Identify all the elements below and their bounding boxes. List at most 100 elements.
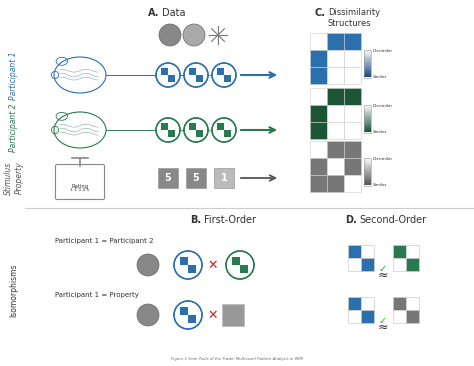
Bar [406,245,419,258]
Bar [364,176,371,177]
Bar [364,74,371,75]
Bar [180,257,188,265]
Bar [240,265,248,273]
Bar [364,178,371,179]
Bar [364,177,371,178]
Bar [196,130,202,137]
Text: 1 2 3 4 5: 1 2 3 4 5 [70,188,90,192]
Bar [364,165,371,167]
Circle shape [226,251,254,279]
Bar [364,158,371,186]
Bar [364,114,371,115]
Bar [364,180,371,181]
Bar [224,75,230,82]
Bar [344,67,361,84]
Bar [364,164,371,165]
Text: ✓: ✓ [379,264,387,274]
Bar [190,75,196,82]
Bar [393,310,406,323]
Bar [310,67,327,84]
Bar [218,68,224,75]
Bar [364,122,371,123]
Text: D.: D. [345,215,357,225]
Bar [364,59,371,60]
Bar [406,310,419,323]
Bar [364,67,371,68]
Text: ≈: ≈ [378,269,388,281]
Bar [190,68,196,75]
Bar [162,75,168,82]
Bar [364,111,371,112]
Bar [188,257,196,265]
Bar [344,88,361,105]
Bar [364,105,371,133]
Bar [310,122,327,139]
Bar [364,174,371,175]
Bar [364,49,371,50]
Bar [224,130,230,137]
Bar [348,245,361,258]
Text: A.: A. [148,8,159,18]
Bar [218,130,224,137]
Bar [364,57,371,59]
Circle shape [184,118,208,142]
Bar [344,158,361,175]
Bar [344,122,361,139]
Text: Isomorphisms: Isomorphisms [9,263,18,317]
Bar [364,72,371,73]
Bar [364,162,371,163]
Bar [196,68,202,75]
Bar [364,55,371,56]
Text: Data: Data [162,8,185,18]
Bar [364,184,371,185]
Text: ≈: ≈ [378,321,388,333]
Bar [364,163,371,164]
Bar [364,108,371,109]
Bar [364,127,371,128]
Bar [364,130,371,131]
Text: Dissimilarity
Structures: Dissimilarity Structures [328,8,380,28]
Bar [364,112,371,113]
Circle shape [212,63,236,87]
Bar [224,68,230,75]
Bar [364,118,371,119]
Bar [344,175,361,192]
Bar [168,130,174,137]
Bar [364,51,371,52]
Text: Dissimilar: Dissimilar [373,104,393,108]
Bar [364,168,371,169]
Bar [327,141,344,158]
Bar [327,67,344,84]
Bar [180,265,188,273]
Bar [188,265,196,273]
Text: Second-Order: Second-Order [359,215,426,225]
Bar [364,182,371,183]
Text: Similar: Similar [373,183,387,187]
Bar [364,109,371,110]
Bar [186,168,206,188]
Bar [364,181,371,182]
Bar [364,124,371,126]
Bar [310,175,327,192]
Bar [218,123,224,130]
Bar [310,50,327,67]
Bar [224,123,230,130]
Text: B.: B. [190,215,201,225]
Bar [364,69,371,70]
Circle shape [156,63,180,87]
Bar [364,53,371,54]
Bar [180,307,188,315]
Bar [364,104,371,105]
Text: Dissimilar: Dissimilar [373,157,393,161]
Circle shape [137,304,159,326]
Bar [364,75,371,76]
Bar [364,62,371,63]
Bar [240,257,248,265]
Bar [364,159,371,160]
Bar [214,168,234,188]
Bar [364,107,371,108]
Bar [168,68,174,75]
Text: Similar: Similar [373,130,387,134]
Text: 5: 5 [192,173,200,183]
Bar [310,158,327,175]
